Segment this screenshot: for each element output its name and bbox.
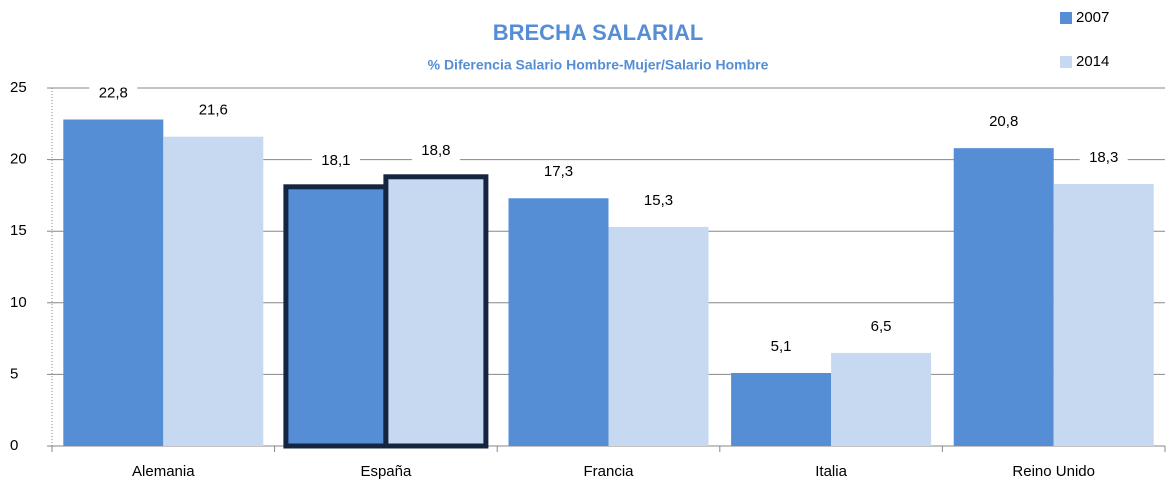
- legend-label: 2007: [1076, 9, 1109, 26]
- data-label: 18,3: [1089, 149, 1118, 166]
- data-label: 20,8: [989, 113, 1018, 130]
- data-label: 18,8: [421, 142, 450, 159]
- y-tick-label: 25: [10, 79, 27, 96]
- chart-title: BRECHA SALARIAL: [493, 20, 704, 45]
- label-bg: [89, 82, 138, 105]
- bar: [731, 372, 832, 446]
- label-bg: [534, 161, 583, 184]
- label-bg: [1079, 146, 1128, 169]
- bar: [283, 184, 389, 449]
- y-tick-label: 15: [10, 222, 27, 239]
- label-bg: [311, 149, 360, 172]
- data-label: 21,6: [199, 102, 228, 119]
- label-bg: [411, 139, 460, 162]
- y-tick-label: 5: [10, 365, 18, 382]
- label-bg: [857, 315, 906, 338]
- data-label: 15,3: [644, 192, 673, 209]
- legend-swatch: [1060, 12, 1072, 24]
- bar: [831, 352, 932, 446]
- label-bg: [757, 335, 806, 358]
- data-label: 6,5: [871, 318, 892, 335]
- bar: [383, 174, 489, 449]
- x-tick-label: Reino Unido: [1012, 463, 1095, 480]
- legend-label: 2014: [1076, 53, 1109, 70]
- x-tick-label: Francia: [583, 463, 634, 480]
- bar: [1053, 183, 1154, 446]
- data-label: 18,1: [321, 152, 350, 169]
- chart-subtitle: % Diferencia Salario Hombre-Mujer/Salari…: [428, 57, 769, 73]
- bar: [608, 226, 709, 446]
- x-tick-label: Alemania: [132, 463, 195, 480]
- label-bg: [634, 189, 683, 212]
- y-tick-label: 0: [10, 437, 18, 454]
- y-tick-label: 10: [10, 294, 27, 311]
- bar: [953, 148, 1054, 447]
- bar: [63, 119, 164, 446]
- legend-swatch: [1060, 56, 1072, 68]
- label-bg: [979, 111, 1028, 134]
- bar: [508, 198, 609, 446]
- data-label: 17,3: [544, 163, 573, 180]
- x-tick-label: Italia: [815, 463, 847, 480]
- x-tick-label: España: [360, 463, 412, 480]
- data-label: 22,8: [99, 84, 128, 101]
- data-label: 5,1: [771, 338, 792, 355]
- bar: [163, 136, 264, 447]
- label-bg: [189, 99, 238, 122]
- y-tick-label: 20: [10, 151, 27, 168]
